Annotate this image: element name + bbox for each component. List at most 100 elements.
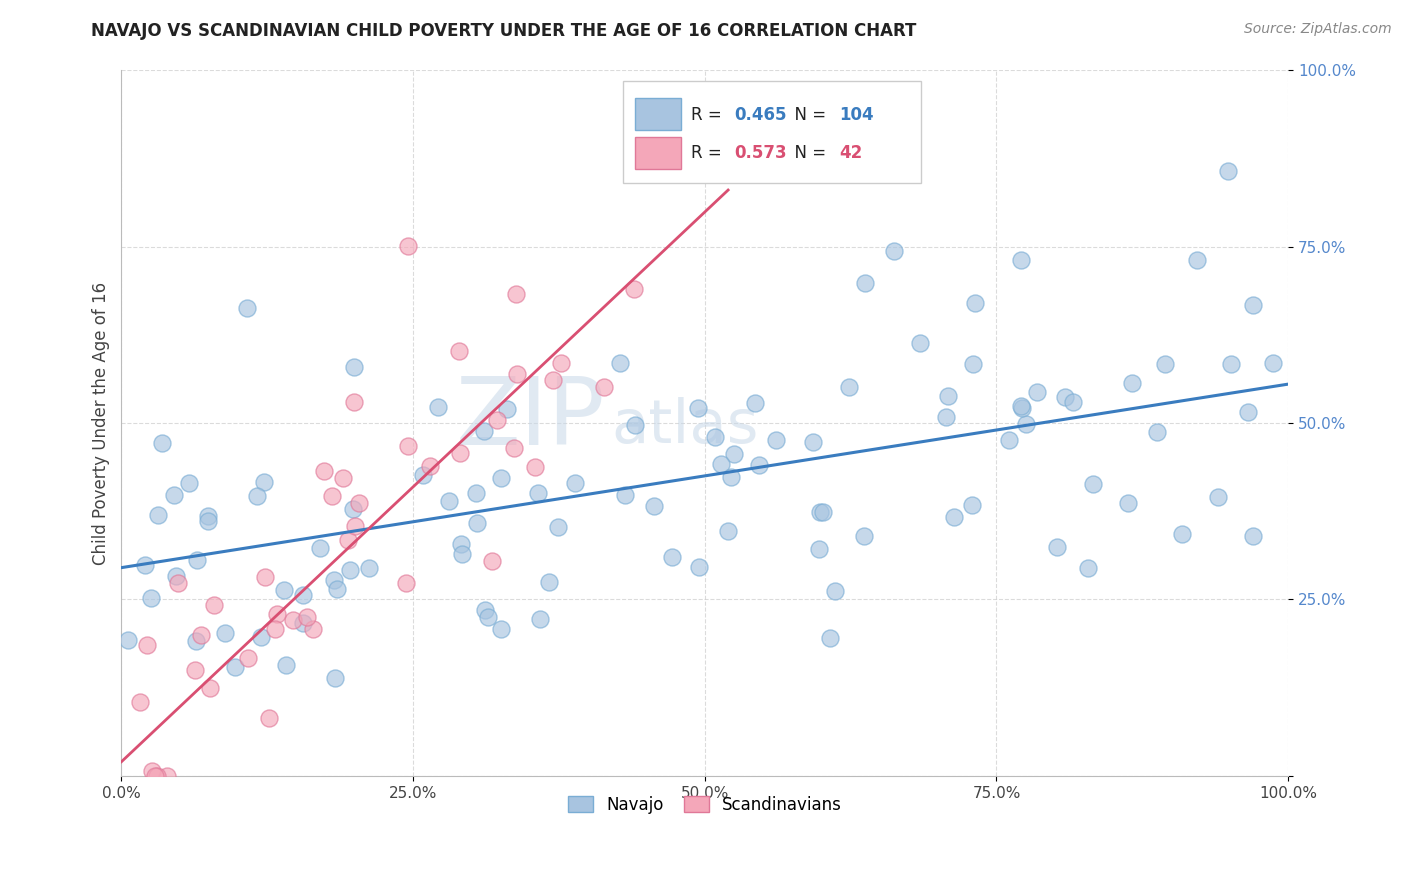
Point — [419, 458, 441, 473]
Point — [450, 537, 472, 551]
Point — [1081, 477, 1104, 491]
Point — [129, 695, 152, 709]
Point — [236, 650, 259, 665]
Point — [253, 569, 276, 583]
Point — [472, 424, 495, 438]
Point — [202, 598, 225, 612]
Text: 104: 104 — [839, 105, 873, 123]
Point — [811, 505, 834, 519]
Point — [960, 498, 983, 512]
Point — [141, 764, 163, 778]
Point — [214, 626, 236, 640]
Point — [343, 360, 366, 375]
Point — [186, 553, 208, 567]
Point — [502, 442, 524, 456]
Point — [292, 588, 315, 602]
Point — [198, 681, 221, 695]
Point — [935, 409, 957, 424]
Point — [398, 239, 420, 253]
Point — [136, 639, 159, 653]
Point — [474, 603, 496, 617]
Point — [1218, 164, 1240, 178]
Point — [883, 244, 905, 258]
Point — [150, 436, 173, 450]
Point — [326, 582, 349, 597]
Point — [1077, 561, 1099, 575]
Point — [720, 470, 742, 484]
Point — [1046, 540, 1069, 554]
Point — [1015, 417, 1038, 432]
Point — [765, 433, 787, 447]
Point — [281, 613, 304, 627]
Point — [526, 486, 548, 500]
Point — [165, 569, 187, 583]
Point — [427, 400, 450, 414]
Point — [343, 395, 366, 409]
Text: 42: 42 — [839, 145, 862, 162]
Point — [197, 514, 219, 528]
Point — [264, 623, 287, 637]
Point — [808, 505, 831, 519]
Point — [1026, 384, 1049, 399]
Point — [1062, 394, 1084, 409]
Point — [661, 550, 683, 565]
Point — [332, 471, 354, 485]
Point — [838, 380, 860, 394]
Point — [748, 458, 770, 472]
Point — [224, 660, 246, 674]
Point — [266, 607, 288, 622]
Point — [250, 630, 273, 644]
Point — [710, 457, 733, 471]
Text: 0.465: 0.465 — [734, 105, 786, 123]
Point — [337, 533, 360, 547]
Point — [489, 471, 512, 485]
Point — [179, 476, 201, 491]
Point — [686, 401, 709, 416]
Point — [139, 591, 162, 605]
Point — [184, 634, 207, 648]
Point — [1011, 401, 1033, 415]
Point — [197, 509, 219, 524]
Point — [451, 547, 474, 561]
Point — [593, 380, 616, 394]
Text: atlas: atlas — [612, 397, 759, 456]
Point — [1171, 526, 1194, 541]
Point — [942, 510, 965, 524]
Point — [505, 286, 527, 301]
Point — [808, 541, 831, 556]
Point — [1241, 297, 1264, 311]
Point — [342, 501, 364, 516]
Point — [309, 541, 332, 556]
Point — [465, 486, 488, 500]
Point — [344, 519, 367, 533]
Point — [163, 488, 186, 502]
Point — [143, 769, 166, 783]
Point — [134, 558, 156, 573]
Point — [447, 343, 470, 358]
Point — [564, 476, 586, 491]
Point — [824, 584, 846, 599]
Point — [1241, 529, 1264, 543]
Point — [962, 357, 984, 371]
Point — [481, 554, 503, 568]
Text: Source: ZipAtlas.com: Source: ZipAtlas.com — [1244, 22, 1392, 37]
Point — [853, 276, 876, 290]
Point — [936, 389, 959, 403]
Point — [1118, 496, 1140, 510]
Point — [339, 563, 361, 577]
Y-axis label: Child Poverty Under the Age of 16: Child Poverty Under the Age of 16 — [93, 281, 110, 565]
Point — [301, 622, 323, 636]
Text: N =: N = — [785, 145, 831, 162]
Point — [274, 657, 297, 672]
Text: NAVAJO VS SCANDINAVIAN CHILD POVERTY UNDER THE AGE OF 16 CORRELATION CHART: NAVAJO VS SCANDINAVIAN CHILD POVERTY UND… — [91, 22, 917, 40]
Point — [965, 296, 987, 310]
Point — [1010, 253, 1032, 268]
Point — [1219, 357, 1241, 371]
Point — [394, 575, 416, 590]
Point — [1146, 425, 1168, 439]
Point — [236, 301, 259, 315]
Point — [359, 561, 381, 575]
Point — [547, 520, 569, 534]
Point — [292, 615, 315, 630]
FancyBboxPatch shape — [623, 80, 921, 183]
